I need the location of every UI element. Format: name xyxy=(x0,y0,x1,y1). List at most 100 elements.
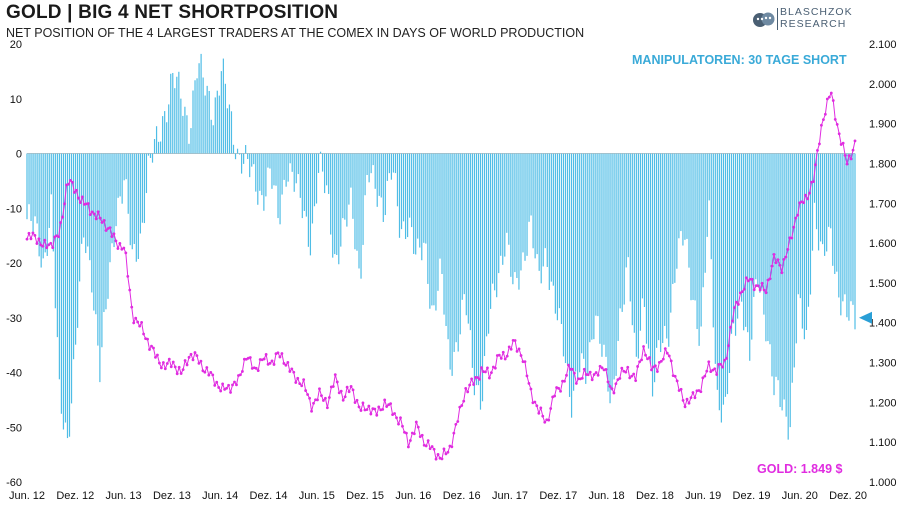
position-bar xyxy=(101,153,103,348)
blaschzok-logo: BLASCHZOK RESEARCH xyxy=(752,6,892,36)
position-bar xyxy=(803,153,805,340)
gold-point xyxy=(808,191,811,195)
position-bar xyxy=(625,153,627,268)
gold-point xyxy=(191,358,195,362)
gold-point xyxy=(211,373,215,377)
gold-point xyxy=(513,339,517,342)
position-bar xyxy=(295,153,297,184)
gold-point xyxy=(588,370,592,374)
position-bar xyxy=(686,153,688,239)
position-bar xyxy=(826,153,828,252)
gold-point xyxy=(231,383,234,387)
position-bar xyxy=(46,153,48,256)
right-tick-label: 1.400 xyxy=(869,318,897,330)
position-bar xyxy=(293,153,295,192)
position-bar xyxy=(423,153,425,243)
gold-point xyxy=(569,367,572,371)
position-bar xyxy=(844,153,846,295)
position-bar xyxy=(718,153,720,411)
position-bar xyxy=(597,153,599,317)
position-bar xyxy=(400,153,403,230)
position-bar xyxy=(828,153,830,227)
gold-point xyxy=(827,95,831,99)
position-bar xyxy=(492,153,494,284)
position-bar xyxy=(481,153,484,402)
position-bar xyxy=(815,153,818,230)
position-bar xyxy=(676,153,678,269)
current-position-marker xyxy=(859,311,872,324)
position-bar xyxy=(765,153,767,342)
gold-line xyxy=(25,91,857,461)
gold-point xyxy=(205,366,209,369)
position-bar xyxy=(392,153,395,173)
gold-point xyxy=(335,380,339,384)
gold-point xyxy=(610,387,614,391)
x-tick-label: Dez. 20 xyxy=(829,490,867,502)
gold-point xyxy=(756,284,760,288)
gold-point xyxy=(284,363,288,367)
gold-point xyxy=(648,356,651,359)
position-bar xyxy=(212,125,214,154)
gold-point xyxy=(632,372,636,376)
gold-point xyxy=(195,354,199,358)
gold-point xyxy=(229,390,232,394)
gold-point xyxy=(142,332,145,336)
gold-point xyxy=(501,350,505,354)
position-bar xyxy=(734,153,737,336)
gold-point xyxy=(298,382,302,386)
position-bar xyxy=(575,153,577,372)
x-tick-label: Jun. 14 xyxy=(202,490,238,502)
position-bar xyxy=(285,153,287,187)
position-bar xyxy=(257,153,259,205)
position-bar xyxy=(243,153,245,164)
position-bar xyxy=(301,153,303,219)
gold-point xyxy=(693,396,697,400)
gold-point xyxy=(456,420,460,423)
gold-point xyxy=(478,377,481,381)
gold-point xyxy=(472,383,476,386)
position-bar xyxy=(645,153,648,344)
position-bar xyxy=(819,153,822,242)
position-bar xyxy=(621,153,623,312)
position-bar xyxy=(388,153,390,174)
logo-line-2: RESEARCH xyxy=(780,18,847,30)
right-tick-label: 1.900 xyxy=(869,119,897,131)
gold-point xyxy=(509,347,513,351)
position-bar xyxy=(348,153,350,205)
gold-point xyxy=(804,193,807,197)
left-tick-label: 20 xyxy=(10,39,22,51)
gold-point xyxy=(138,324,142,328)
gold-point xyxy=(553,394,557,398)
position-bar xyxy=(496,153,498,298)
position-bar xyxy=(688,153,690,268)
gold-point xyxy=(389,402,393,406)
gold-point xyxy=(849,157,853,161)
gold-point xyxy=(818,142,821,146)
gold-point xyxy=(748,277,752,281)
position-bar xyxy=(647,153,650,349)
position-bar xyxy=(344,153,346,220)
position-bar xyxy=(842,153,844,302)
gold-point xyxy=(359,409,363,412)
position-bar xyxy=(38,153,40,257)
position-bar xyxy=(70,153,73,404)
gold-point xyxy=(221,382,225,386)
position-bar xyxy=(512,153,514,285)
gold-point xyxy=(76,196,80,200)
position-bar xyxy=(743,153,745,331)
gold-point xyxy=(414,420,418,424)
gold-point xyxy=(711,368,715,372)
gold-point xyxy=(709,370,713,374)
position-bar xyxy=(453,153,455,352)
gold-point xyxy=(351,388,355,392)
gold-point xyxy=(248,356,252,359)
position-bar xyxy=(562,153,565,357)
gold-point xyxy=(353,401,357,404)
position-bar xyxy=(208,90,210,154)
gold-point xyxy=(112,232,116,236)
position-bar xyxy=(338,153,340,265)
position-bar xyxy=(684,153,686,240)
gold-point xyxy=(446,450,450,454)
gold-point xyxy=(102,219,106,222)
gold-point xyxy=(515,349,519,353)
